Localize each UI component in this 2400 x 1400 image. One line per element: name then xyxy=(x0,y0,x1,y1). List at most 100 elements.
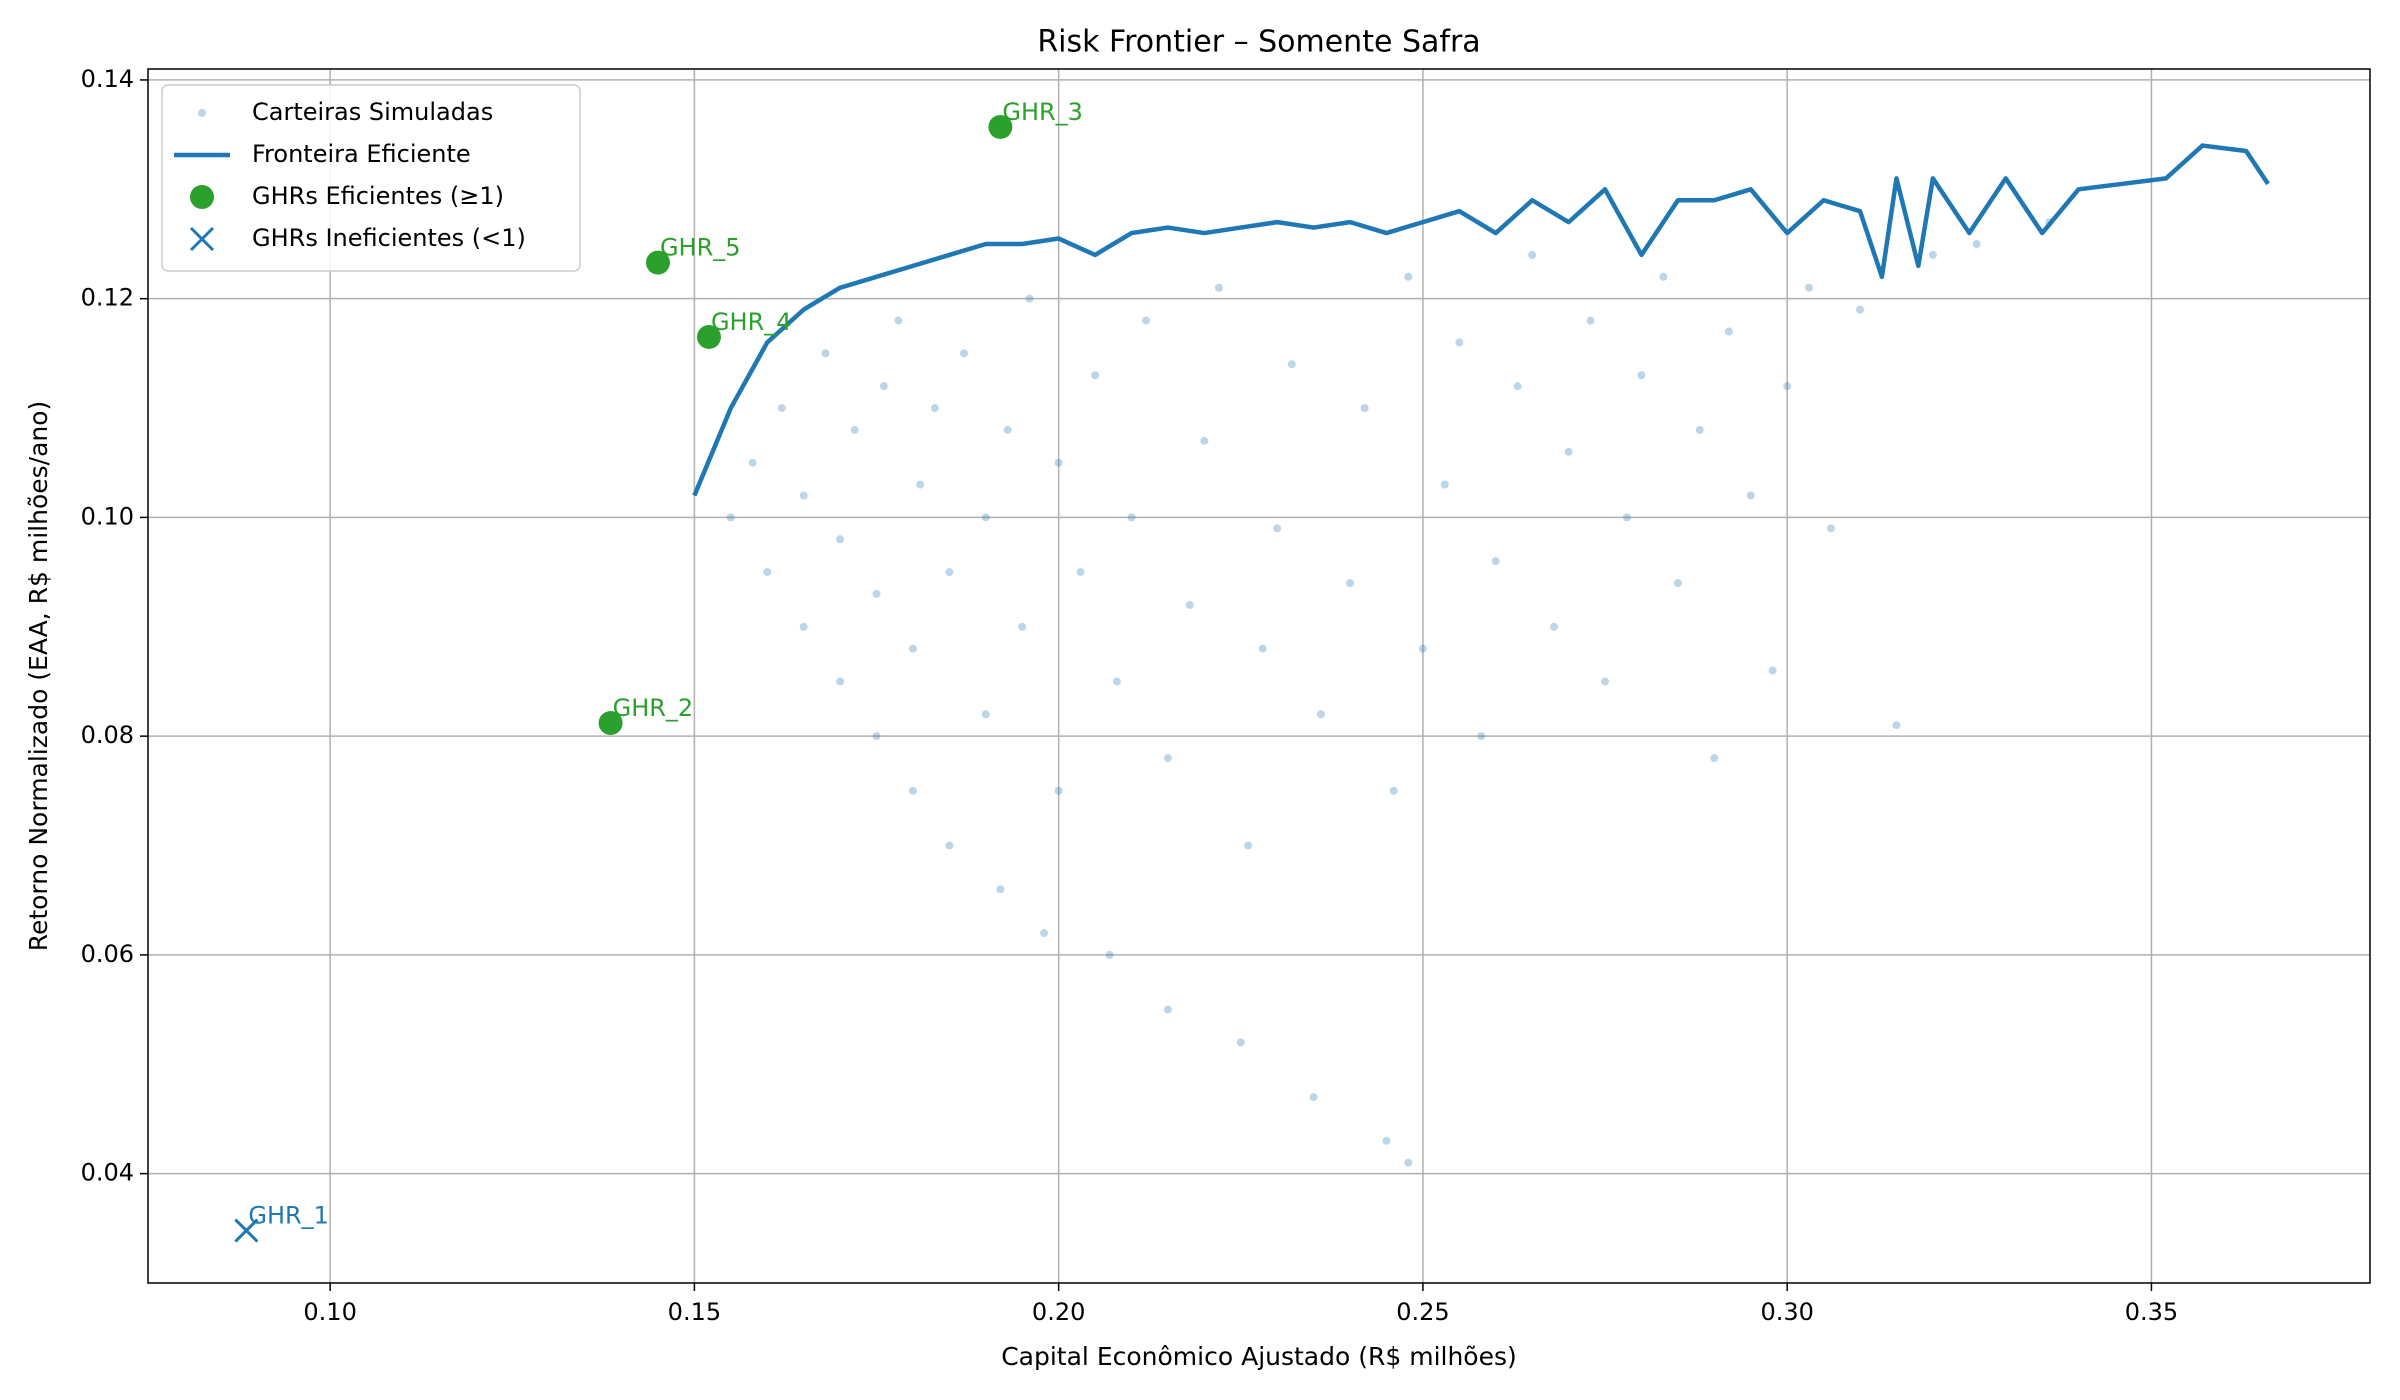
legend-handle xyxy=(198,109,206,117)
simulated-point xyxy=(1185,600,1194,609)
legend-label: GHRs Ineficientes (<1) xyxy=(252,224,526,252)
simulated-point xyxy=(1309,1093,1318,1102)
simulated-point xyxy=(1360,404,1369,413)
point-label: GHR_5 xyxy=(660,234,741,262)
simulated-point xyxy=(1200,436,1209,445)
simulated-point xyxy=(1076,568,1085,577)
simulated-point xyxy=(1528,250,1537,259)
simulated-point xyxy=(1018,622,1027,631)
simulated-point xyxy=(1025,294,1034,303)
simulated-point xyxy=(1550,622,1559,631)
x-axis-label: Capital Econômico Ajustado (R$ milhões) xyxy=(1001,1342,1517,1371)
y-tick-label: 0.04 xyxy=(81,1159,134,1187)
simulated-point xyxy=(959,349,968,358)
simulated-point xyxy=(1710,754,1719,763)
simulated-point xyxy=(748,458,757,467)
ghr-point xyxy=(598,711,623,736)
simulated-point xyxy=(1783,382,1792,391)
simulated-point xyxy=(1440,480,1449,489)
simulated-point xyxy=(1805,283,1814,292)
y-tick-label: 0.12 xyxy=(81,284,134,312)
simulated-point xyxy=(1382,1136,1391,1145)
x-tick-label: 0.30 xyxy=(1760,1298,1813,1326)
simulated-point xyxy=(872,732,881,741)
simulated-point xyxy=(879,382,888,391)
simulated-point xyxy=(916,480,925,489)
simulated-point xyxy=(1622,513,1631,522)
simulated-point xyxy=(763,568,772,577)
simulated-point xyxy=(1673,579,1682,588)
y-tick-label: 0.14 xyxy=(81,65,134,93)
simulated-point xyxy=(1091,371,1100,380)
simulated-point xyxy=(1244,841,1253,850)
point-label: GHR_4 xyxy=(711,308,792,336)
legend-label: Carteiras Simuladas xyxy=(252,98,493,126)
simulated-point xyxy=(1455,338,1464,347)
simulated-point xyxy=(1236,1038,1245,1047)
simulated-point xyxy=(799,622,808,631)
ghr-point xyxy=(645,250,670,275)
simulated-point xyxy=(1112,677,1121,686)
simulated-point xyxy=(1892,721,1901,730)
simulated-point xyxy=(1040,929,1049,938)
simulated-point xyxy=(1856,305,1865,314)
y-axis-label: Retorno Normalizado (EAA, R$ milhões/ano… xyxy=(24,401,53,952)
x-tick-label: 0.25 xyxy=(1396,1298,1449,1326)
simulated-point xyxy=(1287,360,1296,369)
legend-handle xyxy=(189,226,215,252)
simulated-point xyxy=(1637,371,1646,380)
simulated-point xyxy=(1163,1005,1172,1014)
simulated-point xyxy=(908,786,917,795)
point-label: GHR_3 xyxy=(1002,98,1083,126)
simulated-point xyxy=(1659,272,1668,281)
y-tick-label: 0.10 xyxy=(81,502,134,530)
simulated-point xyxy=(1404,1158,1413,1167)
simulated-point xyxy=(1513,382,1522,391)
point-label: GHR_2 xyxy=(613,694,694,722)
chart-title: Risk Frontier – Somente Safra xyxy=(1037,25,1480,60)
simulated-point xyxy=(1346,579,1355,588)
simulated-point xyxy=(1586,316,1595,325)
simulated-point xyxy=(1316,710,1325,719)
legend-label: GHRs Eficientes (≥1) xyxy=(252,182,504,210)
simulated-point xyxy=(1054,458,1063,467)
simulated-point xyxy=(1477,732,1486,741)
simulated-point xyxy=(872,589,881,598)
simulated-point xyxy=(777,404,786,413)
simulated-point xyxy=(1564,447,1573,456)
simulated-point xyxy=(1826,524,1835,533)
simulated-point xyxy=(1768,666,1777,675)
simulated-point xyxy=(1163,754,1172,763)
simulated-point xyxy=(726,513,735,522)
simulated-point xyxy=(930,404,939,413)
simulated-point xyxy=(1928,250,1937,259)
ghr-point xyxy=(988,114,1013,139)
simulated-point xyxy=(981,513,990,522)
simulated-point xyxy=(1389,786,1398,795)
simulated-point xyxy=(1491,557,1500,566)
simulated-point xyxy=(1695,425,1704,434)
axes-frame xyxy=(147,68,2371,1284)
simulated-point xyxy=(799,491,808,500)
simulated-point xyxy=(981,710,990,719)
simulated-point xyxy=(894,316,903,325)
x-tick-label: 0.35 xyxy=(2125,1298,2178,1326)
simulated-point xyxy=(836,677,845,686)
simulated-point xyxy=(821,349,830,358)
simulated-point xyxy=(836,535,845,544)
simulated-point xyxy=(1273,524,1282,533)
x-tick-label: 0.15 xyxy=(668,1298,721,1326)
y-tick-label: 0.06 xyxy=(81,940,134,968)
simulated-point xyxy=(1418,644,1427,653)
simulated-point xyxy=(1142,316,1151,325)
simulated-point xyxy=(1724,327,1733,336)
x-tick-label: 0.10 xyxy=(303,1298,356,1326)
point-label: GHR_1 xyxy=(248,1202,329,1230)
ghr-point xyxy=(696,324,721,349)
simulated-point xyxy=(1054,786,1063,795)
simulated-point xyxy=(1258,644,1267,653)
x-tick-label: 0.20 xyxy=(1032,1298,1085,1326)
legend-box xyxy=(161,84,581,272)
simulated-point xyxy=(996,885,1005,894)
simulated-point xyxy=(1214,283,1223,292)
